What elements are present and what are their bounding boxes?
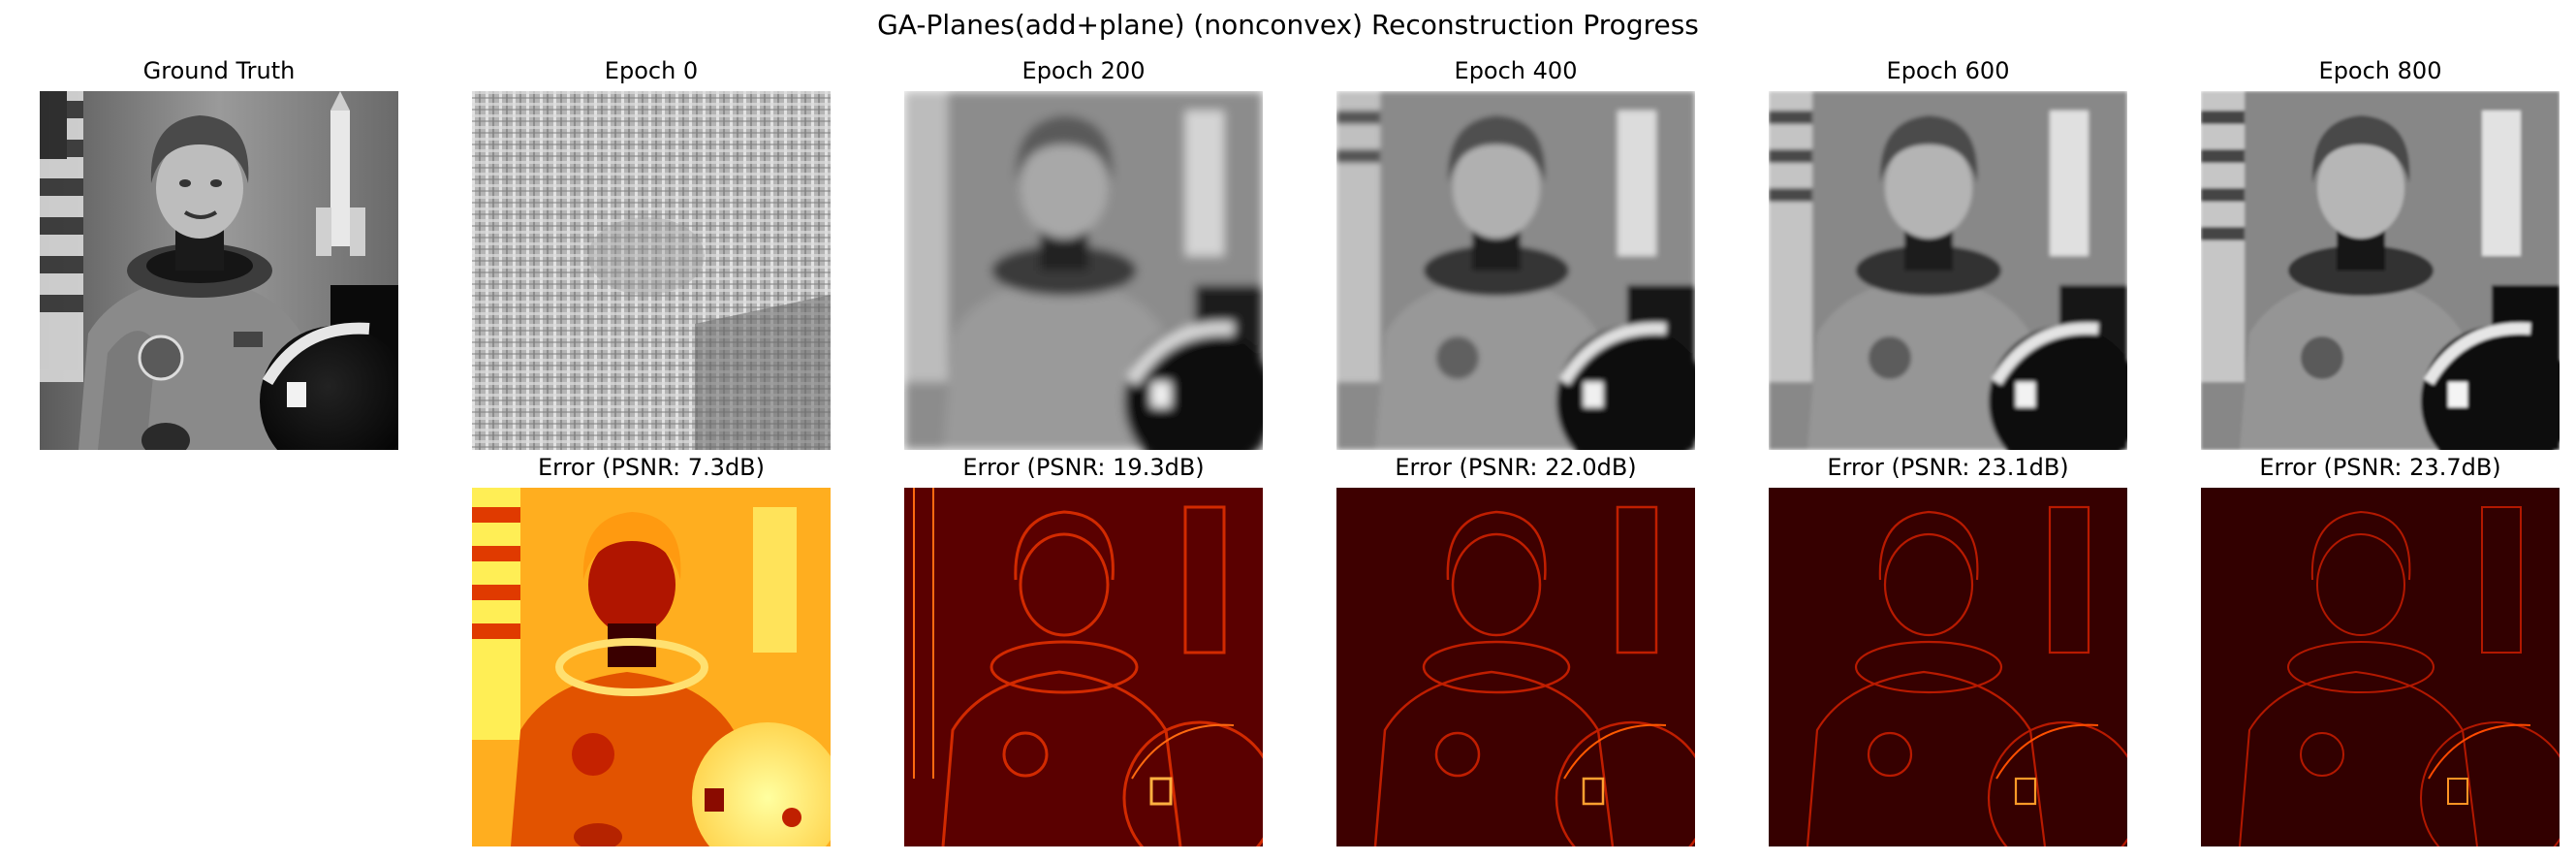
epoch-200-blurry-image <box>904 91 1263 450</box>
epoch-600-reconstruction <box>1769 91 2127 450</box>
epoch-600-title: Epoch 600 <box>1886 57 2010 84</box>
epoch-600-error-title: Error (PSNR: 23.1dB) <box>1827 454 2069 481</box>
ground-truth-image <box>40 91 398 450</box>
ground-truth-title: Ground Truth <box>142 57 296 84</box>
epoch-0-heatmap <box>472 488 831 846</box>
epoch-800-error-map <box>2201 488 2560 846</box>
epoch-600-error-map <box>1769 488 2127 846</box>
epoch-800-heatmap <box>2201 488 2560 846</box>
epoch-800-error-title: Error (PSNR: 23.7dB) <box>2259 454 2501 481</box>
figure-suptitle: GA-Planes(add+plane) (nonconvex) Reconst… <box>877 9 1699 41</box>
astronaut-grayscale-image <box>40 91 398 450</box>
epoch-400-title: Epoch 400 <box>1454 57 1578 84</box>
epoch-200-title: Epoch 200 <box>1021 57 1146 84</box>
epoch-400-heatmap <box>1336 488 1695 846</box>
epoch-200-error-map <box>904 488 1263 846</box>
epoch-800-title: Epoch 800 <box>2318 57 2442 84</box>
epoch-200-error-title: Error (PSNR: 19.3dB) <box>962 454 1205 481</box>
epoch-200-heatmap <box>904 488 1263 846</box>
epoch-0-noisy-image <box>472 91 831 450</box>
epoch-0-error-title: Error (PSNR: 7.3dB) <box>537 454 766 481</box>
epoch-200-reconstruction <box>904 91 1263 450</box>
epoch-0-reconstruction <box>472 91 831 450</box>
epoch-0-title: Epoch 0 <box>604 57 699 84</box>
epoch-800-reconstruction <box>2201 91 2560 450</box>
epoch-600-image <box>1769 91 2127 450</box>
epoch-600-heatmap <box>1769 488 2127 846</box>
epoch-400-error-title: Error (PSNR: 22.0dB) <box>1395 454 1637 481</box>
epoch-400-reconstruction <box>1336 91 1695 450</box>
epoch-400-error-map <box>1336 488 1695 846</box>
epoch-800-image <box>2201 91 2560 450</box>
epoch-400-image <box>1336 91 1695 450</box>
epoch-0-error-map <box>472 488 831 846</box>
